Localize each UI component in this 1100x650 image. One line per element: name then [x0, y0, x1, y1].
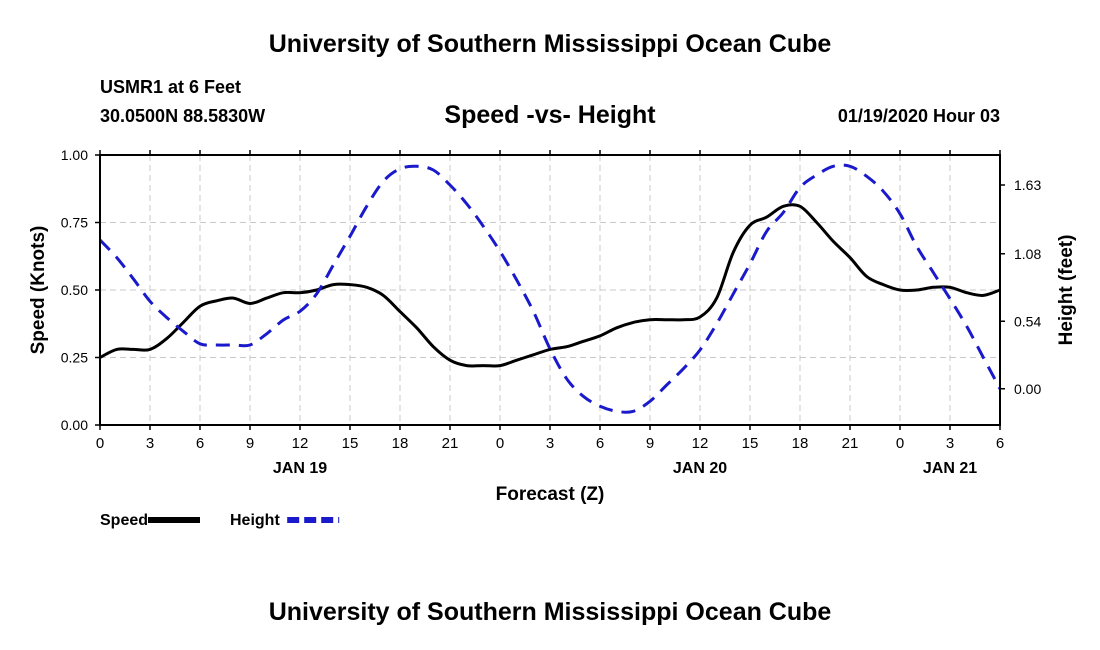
x-tick-label: 0 [896, 435, 904, 452]
x-tick-label: 9 [646, 435, 654, 452]
x-tick-label: 0 [496, 435, 504, 452]
x-tick-label: 15 [342, 435, 359, 452]
legend-label-speed: Speed [100, 512, 148, 529]
x-tick-label: 6 [596, 435, 604, 452]
chart-legend: Speed Height [100, 512, 340, 529]
chart-grid [100, 155, 1000, 425]
x-tick-label: 0 [96, 435, 104, 452]
forecast-datetime: 01/19/2020 Hour 03 [837, 106, 1000, 126]
x-date-label: JAN 19 [273, 460, 327, 477]
series-line-height [98, 163, 1002, 414]
x-tick-label: 18 [392, 435, 409, 452]
y-tick-label: 0.00 [61, 417, 88, 433]
y-tick-label: 0.25 [61, 350, 88, 366]
x-tick-label: 12 [692, 435, 709, 452]
y-axis-label: Speed (Knots) [28, 226, 49, 355]
y2-tick-label: 0.54 [1014, 313, 1041, 329]
x-tick-label: 15 [742, 435, 759, 452]
x-tick-label: 6 [196, 435, 204, 452]
x-tick-label: 3 [946, 435, 954, 452]
series-line-speed [99, 203, 1001, 368]
page-title: University of Southern Mississippi Ocean… [268, 30, 832, 58]
legend-label-height: Height [230, 512, 280, 529]
y-tick-label: 1.00 [61, 147, 88, 163]
x-tick-label: 12 [292, 435, 309, 452]
x-tick-label: 21 [842, 435, 859, 452]
station-label: USMR1 at 6 Feet [100, 77, 242, 97]
footer-title: University of Southern Mississippi Ocean… [268, 598, 832, 626]
x-date-label: JAN 21 [923, 460, 977, 477]
y2-tick-label: 1.63 [1014, 177, 1041, 193]
y-tick-label: 0.75 [61, 215, 88, 231]
x-tick-label: 6 [996, 435, 1004, 452]
y2-tick-label: 1.08 [1014, 246, 1041, 262]
y-tick-label: 0.50 [61, 282, 88, 298]
y2-tick-label: 0.00 [1014, 381, 1041, 397]
x-axis-label: Forecast (Z) [496, 484, 605, 505]
x-tick-label: 3 [146, 435, 154, 452]
chart-title: Speed -vs- Height [444, 101, 656, 129]
x-date-label: JAN 20 [673, 460, 727, 477]
y2-axis-label: Height (feet) [1056, 235, 1077, 346]
x-tick-label: 18 [792, 435, 809, 452]
chart-axes: 0 3 6 9 12 15 18 21 0 3 6 9 12 15 18 21 0 3 6 JAN 19 JAN 20 J… [61, 147, 1042, 477]
x-tick-label: 9 [246, 435, 254, 452]
x-tick-label: 21 [442, 435, 459, 452]
chart-series [98, 163, 1002, 414]
station-coordinates: 30.0500N 88.5830W [100, 106, 266, 126]
x-tick-label: 3 [546, 435, 554, 452]
